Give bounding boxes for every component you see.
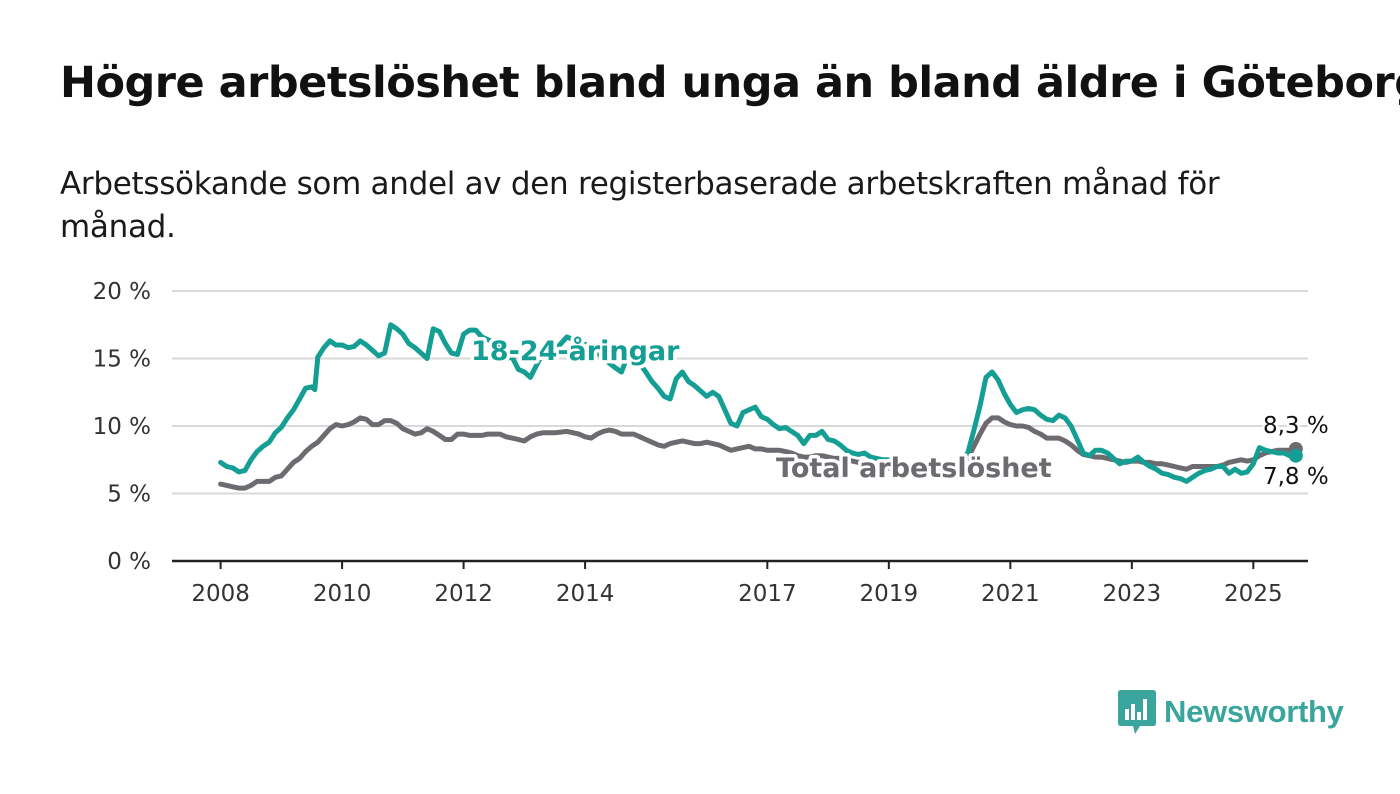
series-labels: 18-24-åringar Total arbetslöshet 8,3 % 7,8 … — [468, 332, 1332, 493]
chart-subtitle: Arbetssökande som andel av den registerb… — [60, 166, 1220, 245]
x-tick-label: 2019 — [860, 581, 919, 607]
x-tick-label: 2025 — [1224, 581, 1283, 607]
total-series-line — [218, 415, 1299, 491]
x-tick-label: 2014 — [556, 581, 615, 607]
total-end-value-label: 8,3 % — [1263, 413, 1329, 439]
x-tick-label: 2017 — [738, 581, 797, 607]
y-tick-label: 15 % — [93, 347, 151, 373]
x-tick-label: 2008 — [191, 581, 250, 607]
gridlines — [172, 290, 1308, 563]
youth-end-point — [1288, 448, 1303, 463]
youth-series-line — [218, 322, 1299, 484]
y-axis-ticks: 0 % 5 % 10 % 15 % 20 % — [93, 279, 151, 575]
bar-chart-speech-bubble-icon — [1118, 690, 1156, 734]
x-axis-ticks: 2008 2010 2012 2014 2017 2019 2021 2023 2025 — [191, 561, 1283, 607]
line-chart: 0 %5 %10 %15 %20 % 2008 2010 2012 2014 2017 2… — [92, 279, 1332, 607]
youth-end-value-label: 7,8 % — [1263, 464, 1329, 490]
y-tick-label: 20 % — [93, 279, 151, 305]
x-tick-label: 2012 — [434, 581, 493, 607]
y-tick-label: 0 % — [107, 549, 151, 575]
x-tick-label: 2023 — [1103, 581, 1162, 607]
brand-name: Newsworthy — [1164, 694, 1344, 729]
y-tick-label: 5 % — [107, 482, 151, 508]
newsworthy-logo: Newsworthy — [1118, 690, 1344, 734]
chart-title: Högre arbetslöshet bland unga än bland ä… — [60, 58, 1400, 108]
total-series-label: Total arbetslöshet — [776, 453, 1052, 484]
x-tick-label: 2010 — [313, 581, 372, 607]
y-tick-label: 10 % — [93, 414, 151, 440]
youth-series-label: 18-24-åringar — [471, 335, 680, 367]
series-lines — [218, 322, 1303, 491]
x-tick-label: 2021 — [981, 581, 1040, 607]
